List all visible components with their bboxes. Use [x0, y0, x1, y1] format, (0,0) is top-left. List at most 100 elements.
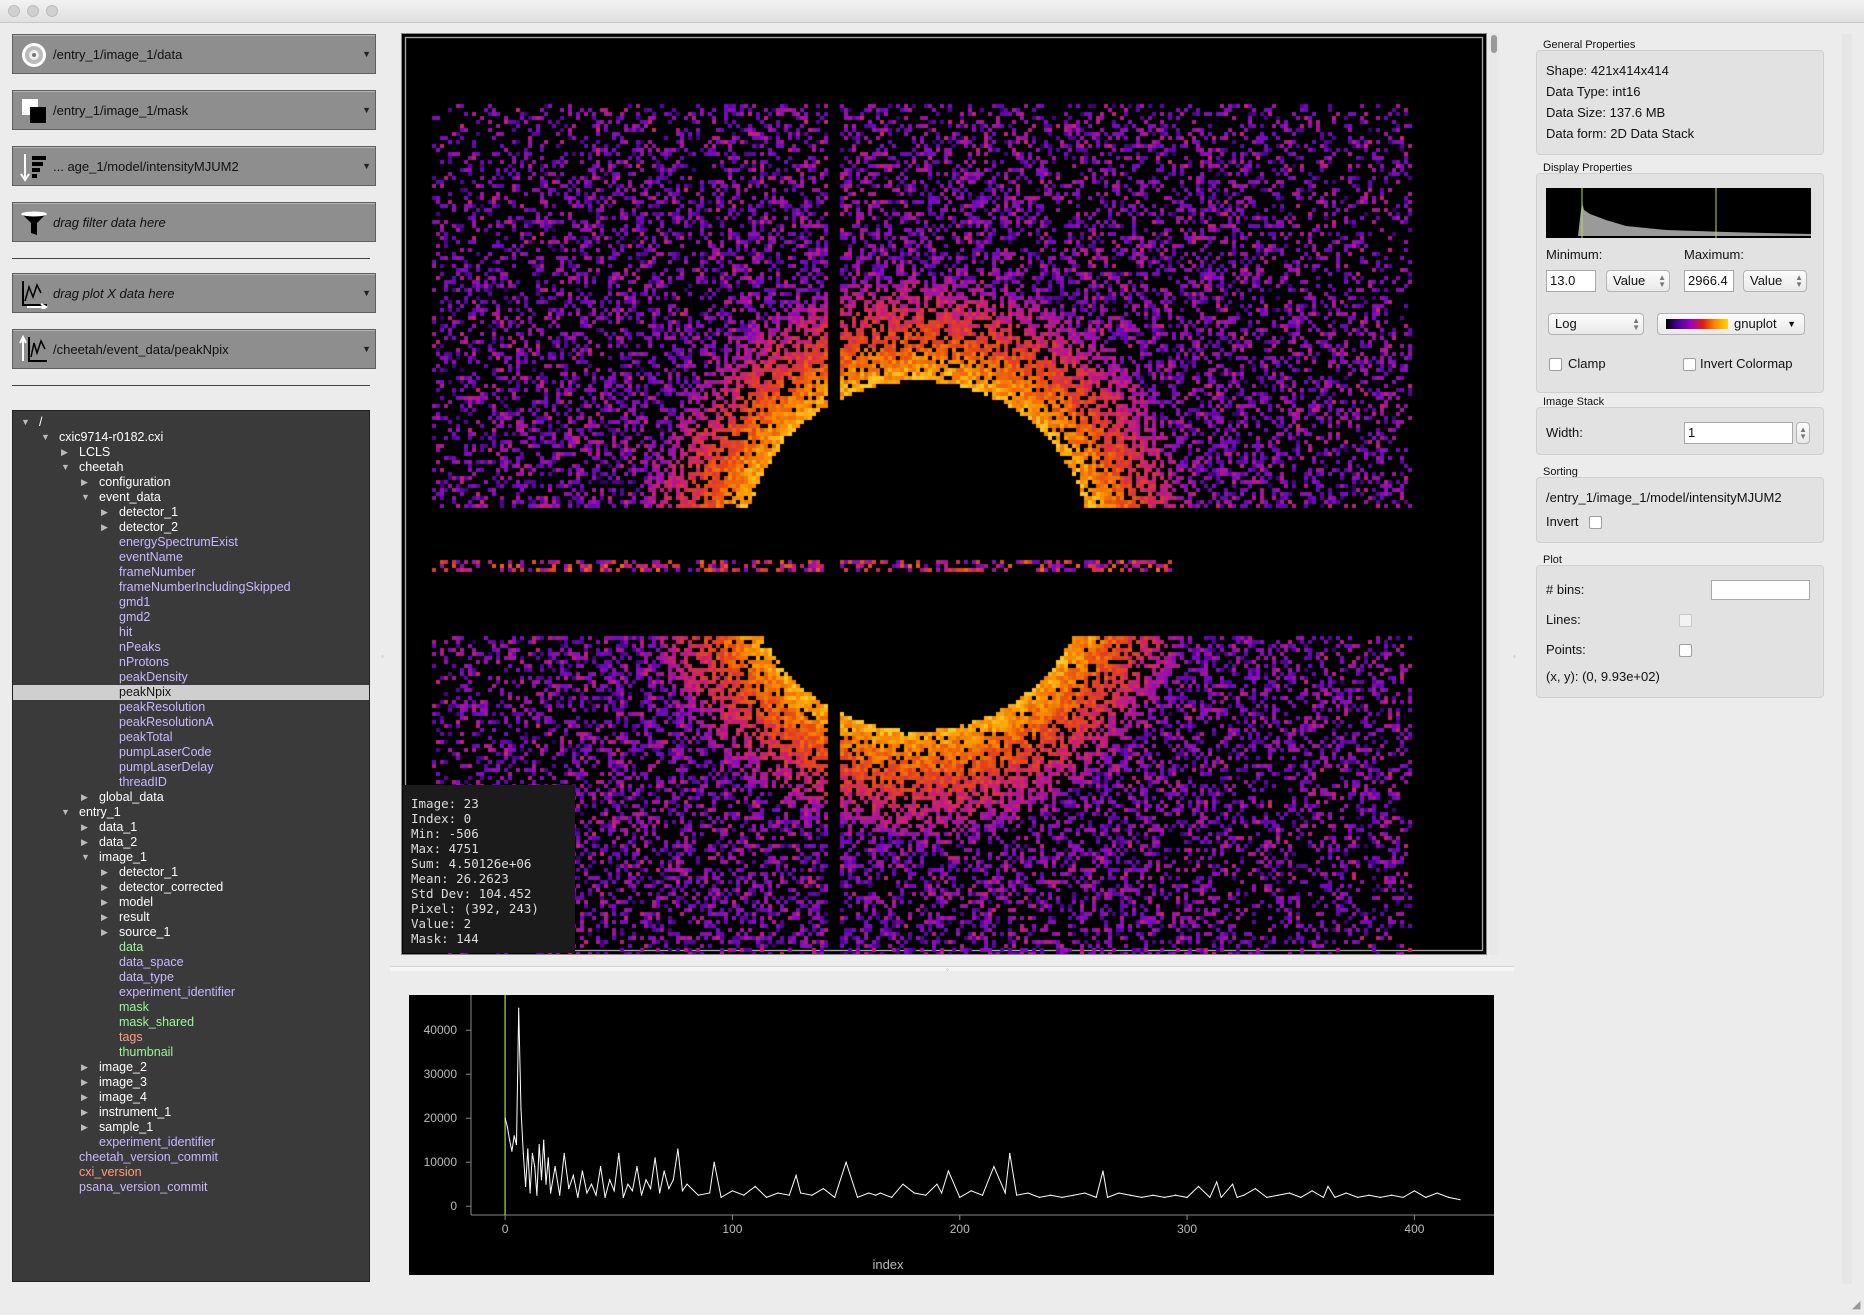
collapsed-arrow-icon[interactable]: ▶ — [81, 1122, 88, 1132]
minimum-mode-select[interactable]: Value ▲ ▼ — [1606, 270, 1670, 292]
sort-dropzone[interactable]: ... age_1/model/intensityMJUM2 ▼ — [12, 146, 376, 186]
tree-item[interactable]: frameNumber — [13, 565, 369, 580]
tree-item[interactable]: ▶ global_data — [13, 790, 369, 805]
mask-dropzone[interactable]: /entry_1/image_1/mask ▼ — [12, 90, 376, 130]
tree-item[interactable]: ▶ data_2 — [13, 835, 369, 850]
collapsed-arrow-icon[interactable]: ▶ — [81, 1092, 88, 1102]
tree-item[interactable]: ▼ event_data — [13, 490, 369, 505]
tree-item[interactable]: cxi_version — [13, 1165, 369, 1180]
collapsed-arrow-icon[interactable]: ▶ — [101, 927, 108, 937]
tree-item[interactable]: hit — [13, 625, 369, 640]
tree-item[interactable]: peakNpix — [13, 685, 369, 700]
collapsed-arrow-icon[interactable]: ▶ — [101, 912, 108, 922]
tree-item[interactable]: data_space — [13, 955, 369, 970]
tree-item[interactable]: ▶ model — [13, 895, 369, 910]
tree-item[interactable]: data — [13, 940, 369, 955]
tree-item[interactable]: experiment_identifier — [13, 985, 369, 1000]
expanded-arrow-icon[interactable]: ▼ — [61, 807, 70, 817]
tree-item[interactable]: psana_version_commit — [13, 1180, 369, 1195]
collapsed-arrow-icon[interactable]: ▶ — [81, 477, 88, 487]
maximum-mode-select[interactable]: Value ▲ ▼ — [1743, 270, 1807, 292]
collapsed-arrow-icon[interactable]: ▶ — [81, 1107, 88, 1117]
tree-item[interactable]: ▶ sample_1 — [13, 1120, 369, 1135]
tree-item[interactable]: cheetah_version_commit — [13, 1150, 369, 1165]
tree-item[interactable]: gmd2 — [13, 610, 369, 625]
tree-item[interactable]: ▶ image_3 — [13, 1075, 369, 1090]
tree-item[interactable]: peakResolutionA — [13, 715, 369, 730]
plot-canvas[interactable]: 0 100 200 300 400 0 10000 20000 30000 40000 index — [409, 995, 1494, 1275]
tree-item[interactable]: ▶ instrument_1 — [13, 1105, 369, 1120]
diffraction-image[interactable] — [402, 34, 1486, 954]
collapsed-arrow-icon[interactable]: ▶ — [101, 507, 108, 517]
tree-item[interactable]: ▶ detector_1 — [13, 865, 369, 880]
tree-item[interactable]: mask — [13, 1000, 369, 1015]
tree-item[interactable]: pumpLaserCode — [13, 745, 369, 760]
tree-item[interactable]: ▶ image_4 — [13, 1090, 369, 1105]
tree-item[interactable]: peakTotal — [13, 730, 369, 745]
expanded-arrow-icon[interactable]: ▼ — [81, 492, 90, 502]
splitter-handle[interactable]: ◦ — [1513, 652, 1516, 661]
tree-item[interactable]: ▼ / — [13, 415, 369, 430]
tree-item[interactable]: gmd1 — [13, 595, 369, 610]
expanded-arrow-icon[interactable]: ▼ — [61, 462, 70, 472]
tree-item[interactable]: ▼ cxic9714-r0182.cxi — [13, 430, 369, 445]
splitter-handle[interactable]: ◦ — [381, 652, 384, 661]
tree-item[interactable]: threadID — [13, 775, 369, 790]
tree-item[interactable]: nProtons — [13, 655, 369, 670]
tree-item[interactable]: experiment_identifier — [13, 1135, 369, 1150]
collapsed-arrow-icon[interactable]: ▶ — [101, 522, 108, 532]
tree-item[interactable]: ▼ image_1 — [13, 850, 369, 865]
plot-x-dropzone[interactable]: drag plot X data here ▼ — [12, 273, 376, 313]
image-data-dropzone[interactable]: /entry_1/image_1/data ▼ — [12, 34, 376, 74]
tree-item[interactable]: ▼ cheetah — [13, 460, 369, 475]
tree-item[interactable]: mask_shared — [13, 1015, 369, 1030]
chevron-down-icon[interactable]: ▼ — [362, 288, 371, 298]
image-scrollbar[interactable] — [1489, 33, 1499, 955]
collapsed-arrow-icon[interactable]: ▶ — [61, 447, 68, 457]
tree-item[interactable]: ▶ detector_corrected — [13, 880, 369, 895]
chevron-down-icon[interactable]: ▼ — [362, 344, 371, 354]
colormap-select[interactable]: gnuplot ▼ — [1657, 313, 1805, 335]
collapsed-arrow-icon[interactable]: ▶ — [81, 837, 88, 847]
tree-item[interactable]: ▶ result — [13, 910, 369, 925]
chevron-down-icon[interactable]: ▼ — [362, 49, 371, 59]
tree-item[interactable]: ▶ detector_2 — [13, 520, 369, 535]
tree-item[interactable]: ▶ configuration — [13, 475, 369, 490]
dataset-tree[interactable]: ▼ / ▼ cxic9714-r0182.cxi ▶ LCLS ▼ cheetah ▶ confi… — [12, 410, 370, 1282]
zoom-window-button[interactable] — [46, 5, 58, 17]
splitter-handle[interactable]: ◦ — [946, 965, 949, 974]
chevron-down-icon[interactable]: ▼ — [362, 105, 371, 115]
resize-grip-icon[interactable]: ◢ — [1852, 1299, 1861, 1311]
tree-item[interactable]: ▶ data_1 — [13, 820, 369, 835]
expanded-arrow-icon[interactable]: ▼ — [41, 432, 50, 442]
scale-select[interactable]: Log ▲ ▼ — [1548, 313, 1644, 335]
expanded-arrow-icon[interactable]: ▼ — [81, 852, 90, 862]
tree-item[interactable]: data_type — [13, 970, 369, 985]
tree-item[interactable]: tags — [13, 1030, 369, 1045]
scrollbar-thumb[interactable] — [1491, 35, 1497, 53]
minimize-window-button[interactable] — [27, 5, 39, 17]
horizontal-splitter[interactable] — [390, 966, 1514, 971]
tree-item[interactable]: peakResolution — [13, 700, 369, 715]
tree-item[interactable]: ▶ LCLS — [13, 445, 369, 460]
collapsed-arrow-icon[interactable]: ▶ — [81, 792, 88, 802]
tree-item[interactable]: thumbnail — [13, 1045, 369, 1060]
invert-colormap-checkbox[interactable] — [1683, 358, 1696, 371]
width-stepper[interactable]: ▲ ▼ — [1796, 422, 1810, 444]
tree-item[interactable]: energySpectrumExist — [13, 535, 369, 550]
minimum-input[interactable]: 13.0 — [1546, 270, 1596, 292]
clamp-checkbox[interactable] — [1549, 358, 1562, 371]
points-checkbox[interactable] — [1679, 644, 1692, 657]
close-window-button[interactable] — [8, 5, 20, 17]
collapsed-arrow-icon[interactable]: ▶ — [101, 897, 108, 907]
stack-width-input[interactable]: 1 — [1684, 422, 1793, 444]
tree-item[interactable]: ▶ image_2 — [13, 1060, 369, 1075]
lines-checkbox[interactable] — [1679, 614, 1692, 627]
tree-item[interactable]: ▶ source_1 — [13, 925, 369, 940]
expanded-arrow-icon[interactable]: ▼ — [21, 417, 30, 427]
collapsed-arrow-icon[interactable]: ▶ — [101, 882, 108, 892]
collapsed-arrow-icon[interactable]: ▶ — [81, 1077, 88, 1087]
sort-invert-checkbox[interactable] — [1589, 516, 1602, 529]
tree-item[interactable]: ▼ entry_1 — [13, 805, 369, 820]
properties-scrollbar[interactable] — [1842, 34, 1852, 1284]
